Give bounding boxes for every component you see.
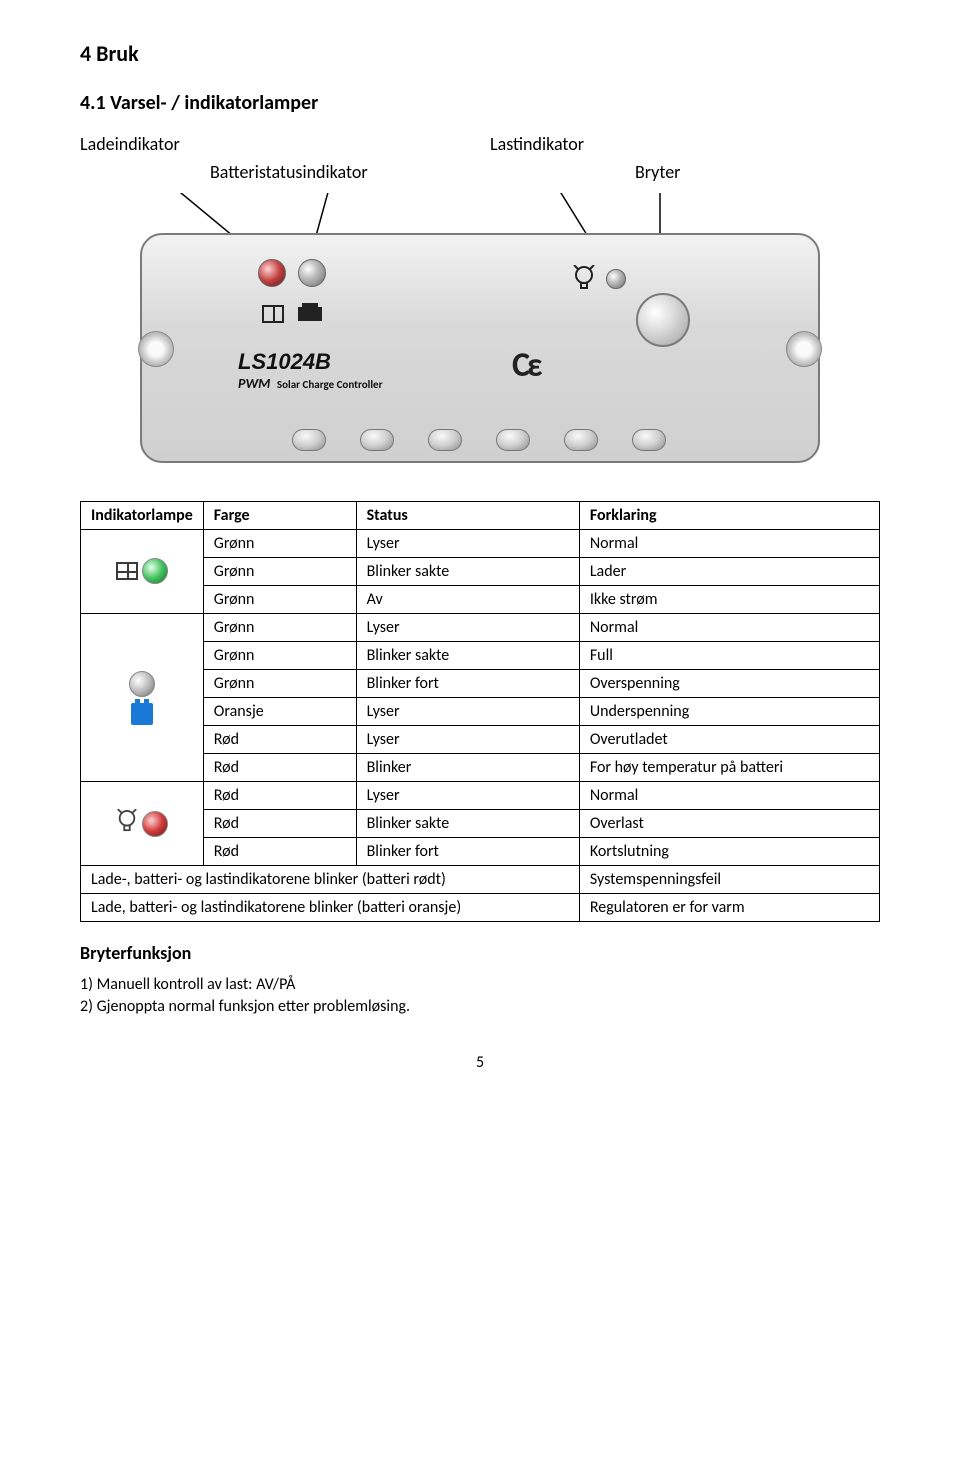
panel-icons [262, 305, 322, 323]
cell-forklaring: Normal [579, 782, 879, 810]
diagram-label-row: Ladeindikator Lastindikator Batteristatu… [80, 133, 880, 193]
cell-forklaring: Overspenning [579, 670, 879, 698]
label-batteristatus: Batteristatusindikator [210, 161, 368, 183]
cell-status: Av [356, 586, 579, 614]
battery-led-icon [298, 259, 326, 287]
cell-status: Lyser [356, 698, 579, 726]
label-bryter: Bryter [635, 161, 680, 183]
led-grey-icon [129, 671, 155, 697]
cell-farge: Grønn [203, 586, 356, 614]
cell-farge: Grønn [203, 530, 356, 558]
table-row: GrønnLyserNormal [81, 530, 880, 558]
cell-status: Lyser [356, 530, 579, 558]
label-ladeindikator: Ladeindikator [80, 133, 180, 155]
table-header-row: Indikatorlampe Farge Status Forklaring [81, 502, 880, 530]
battery-icon [298, 307, 322, 321]
cell-status: Blinker fort [356, 838, 579, 866]
th-forklaring: Forklaring [579, 502, 879, 530]
cell-forklaring: Overutladet [579, 726, 879, 754]
table-row: GrønnLyserNormal [81, 614, 880, 642]
switch-function-heading: Bryterfunksjon [80, 942, 880, 964]
switch-function-line2: 2) Gjenoppta normal funksjon etter probl… [80, 996, 880, 1018]
device-subtitle-text: Solar Charge Controller [277, 378, 383, 391]
ce-mark: Cε [512, 345, 540, 386]
device-diagram: Cε LS1024B PWM Solar Charge Controller [80, 193, 880, 473]
th-indikatorlampe: Indikatorlampe [81, 502, 204, 530]
cell-forklaring: For høy temperatur på batteri [579, 754, 879, 782]
battery-icon [131, 703, 153, 725]
cell-status: Lyser [356, 726, 579, 754]
cell-farge: Rød [203, 810, 356, 838]
terminal [428, 429, 462, 451]
cell-status: Blinker sakte [356, 642, 579, 670]
cell-forklaring: Normal [579, 530, 879, 558]
cell-farge: Rød [203, 754, 356, 782]
cell-forklaring: Full [579, 642, 879, 670]
terminals [292, 429, 666, 451]
terminal [564, 429, 598, 451]
indicator-icon-cell [81, 614, 204, 782]
cell-farge: Oransje [203, 698, 356, 726]
led-red-icon [142, 811, 168, 837]
table-row: RødLyserNormal [81, 782, 880, 810]
cell-farge: Grønn [203, 642, 356, 670]
cell-forklaring: Systemspenningsfeil [579, 866, 879, 894]
indicator-icon-cell [81, 530, 204, 614]
cell-farge: Grønn [203, 614, 356, 642]
cell-farge: Rød [203, 782, 356, 810]
subsection-heading: 4.1 Varsel- / indikatorlamper [80, 91, 880, 115]
cell-forklaring: Normal [579, 614, 879, 642]
cell-forklaring: Regulatoren er for varm [579, 894, 879, 922]
cell-forklaring: Lader [579, 558, 879, 586]
indicator-icon-cell [81, 782, 204, 866]
table-row: Lade-, batteri- og lastindikatorene blin… [81, 866, 880, 894]
bulb-icon [116, 809, 138, 839]
load-led-icon [606, 269, 626, 289]
terminal [496, 429, 530, 451]
device-subtitle: PWM Solar Charge Controller [238, 375, 382, 392]
cell-forklaring: Ikke strøm [579, 586, 879, 614]
page-number: 5 [80, 1053, 880, 1072]
switch-function-line1: 1) Manuell kontroll av last: AV/PÅ [80, 974, 880, 996]
cell-status: Lyser [356, 782, 579, 810]
charge-led-icon [258, 259, 286, 287]
label-lastindikator: Lastindikator [490, 133, 584, 155]
bulb-icon [572, 265, 596, 297]
th-status: Status [356, 502, 579, 530]
switch-button [636, 293, 690, 347]
device-body: Cε LS1024B PWM Solar Charge Controller [140, 233, 820, 463]
cell-wide-desc: Lade-, batteri- og lastindikatorene blin… [81, 866, 580, 894]
pv-icon [262, 305, 284, 323]
cell-status: Blinker sakte [356, 558, 579, 586]
terminal [632, 429, 666, 451]
cell-forklaring: Kortslutning [579, 838, 879, 866]
cell-status: Blinker sakte [356, 810, 579, 838]
table-row: Lade, batteri- og lastindikatorene blink… [81, 894, 880, 922]
indicator-table: Indikatorlampe Farge Status Forklaring G… [80, 501, 880, 922]
cell-status: Blinker [356, 754, 579, 782]
cell-forklaring: Overlast [579, 810, 879, 838]
cell-forklaring: Underspenning [579, 698, 879, 726]
cell-wide-desc: Lade, batteri- og lastindikatorene blink… [81, 894, 580, 922]
cell-farge: Rød [203, 838, 356, 866]
terminal [292, 429, 326, 451]
pv-icon [116, 562, 138, 580]
section-heading: 4 Bruk [80, 40, 880, 67]
th-farge: Farge [203, 502, 356, 530]
model-text: LS1024B [238, 349, 331, 375]
cell-farge: Rød [203, 726, 356, 754]
cell-farge: Grønn [203, 558, 356, 586]
terminal [360, 429, 394, 451]
cell-status: Lyser [356, 614, 579, 642]
led-green-icon [142, 558, 168, 584]
cell-farge: Grønn [203, 670, 356, 698]
pwm-label: PWM [238, 375, 270, 392]
cell-status: Blinker fort [356, 670, 579, 698]
